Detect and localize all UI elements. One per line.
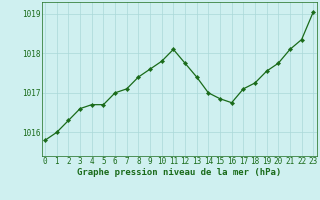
X-axis label: Graphe pression niveau de la mer (hPa): Graphe pression niveau de la mer (hPa) xyxy=(77,168,281,177)
